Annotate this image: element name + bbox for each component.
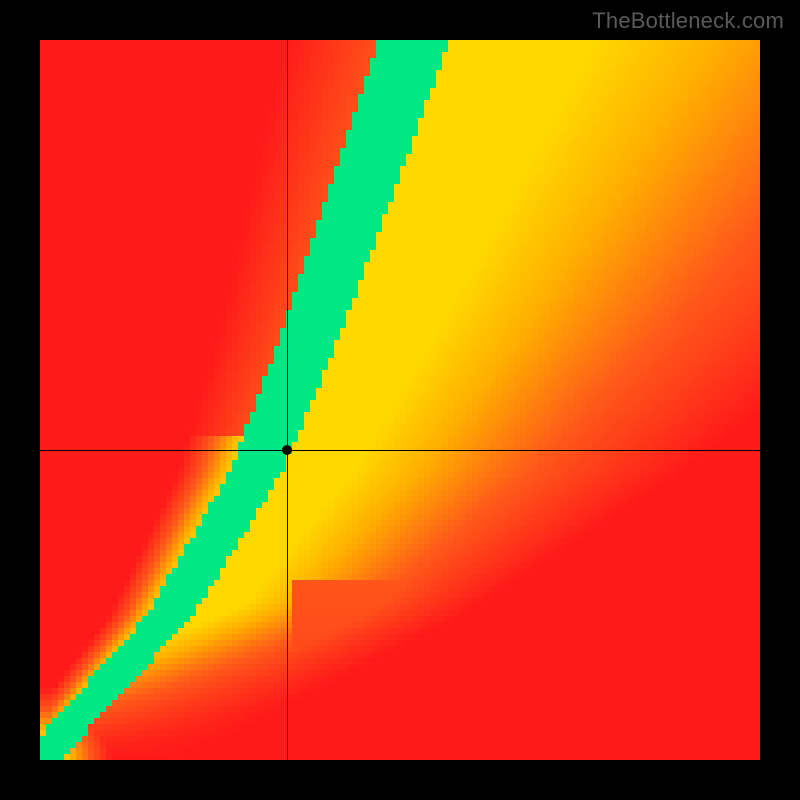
watermark-text: TheBottleneck.com (592, 8, 784, 34)
crosshair-horizontal (40, 450, 760, 451)
marker-dot (282, 445, 292, 455)
crosshair-vertical (287, 40, 288, 760)
plot-area (40, 40, 760, 760)
heatmap-canvas (40, 40, 760, 760)
chart-container: TheBottleneck.com (0, 0, 800, 800)
